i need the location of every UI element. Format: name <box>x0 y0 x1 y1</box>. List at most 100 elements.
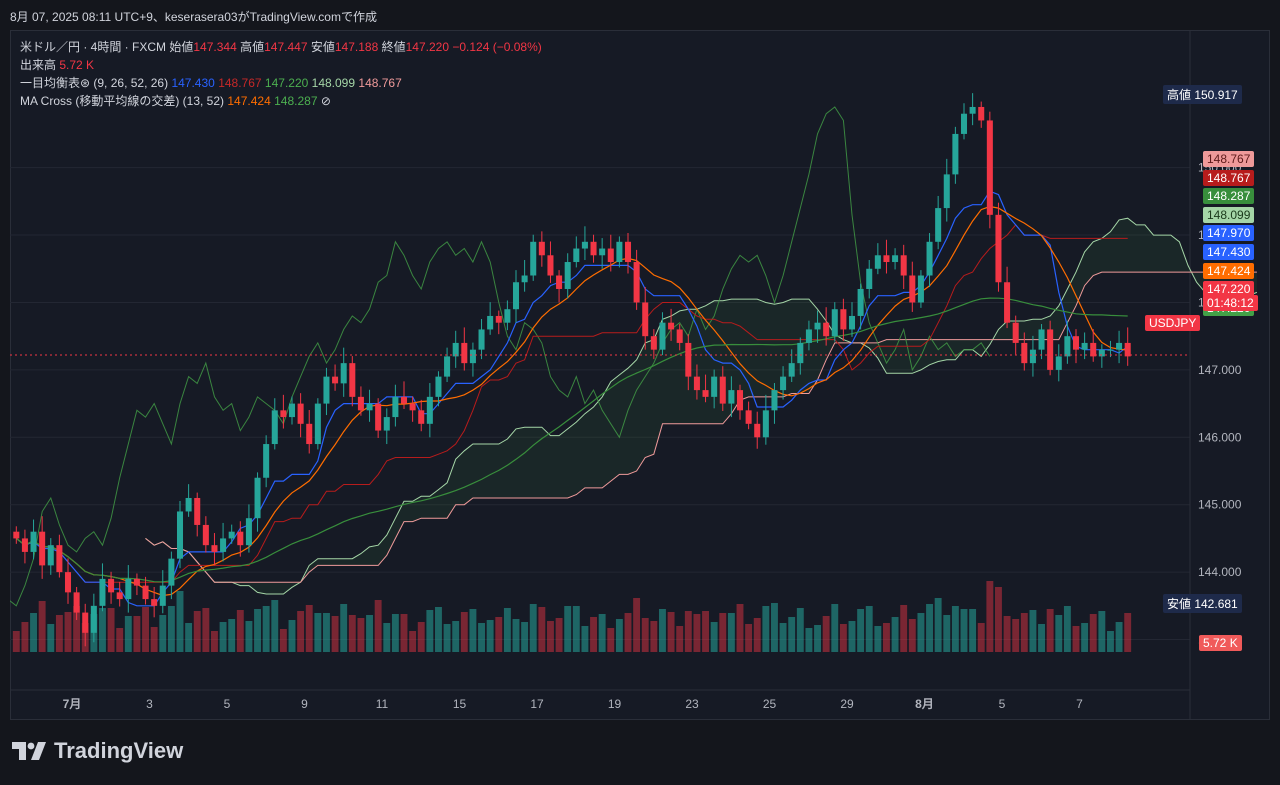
volume-bar <box>607 628 615 652</box>
candle-body <box>564 262 571 289</box>
volume-bar <box>934 598 942 652</box>
volume-bar <box>1038 624 1045 652</box>
volume-bar <box>271 600 279 652</box>
candles <box>13 93 1131 647</box>
candle-body <box>461 342 468 364</box>
volume-bar <box>1098 611 1106 652</box>
high-price-tag: 高値 150.917 <box>1163 85 1242 104</box>
volume-bar <box>1115 622 1123 652</box>
grid <box>10 30 1191 720</box>
candle-body <box>917 275 924 303</box>
candle-body <box>159 585 166 606</box>
candle-body <box>375 403 382 431</box>
volume-bar <box>262 606 270 652</box>
volume-bar <box>917 613 925 652</box>
volume-bar <box>374 600 382 652</box>
volume-bar <box>736 604 744 652</box>
hidden-toggle-icon[interactable]: ⊘ <box>320 94 331 108</box>
indicator-price-tag: 147.970 <box>1203 225 1255 242</box>
candle-body <box>39 531 46 566</box>
indicator-price-tag: 148.099 <box>1203 206 1255 223</box>
volume-bar <box>409 631 417 652</box>
span-b-value: 148.767 <box>358 76 402 90</box>
time-tick-label: 15 <box>453 697 467 711</box>
volume-bar <box>159 615 167 652</box>
volume-bar <box>788 617 796 652</box>
volume-bar <box>55 615 63 652</box>
volume-bars <box>12 581 1132 652</box>
volume-bar <box>702 611 709 652</box>
candle-body <box>685 342 692 377</box>
volume-bar <box>503 608 511 652</box>
span-b-line <box>145 271 1257 583</box>
tradingview-logo-icon <box>12 742 46 760</box>
time-tick-label: 29 <box>840 697 854 711</box>
candle-body <box>900 255 907 276</box>
volume-bar <box>383 623 391 652</box>
candle-body <box>392 396 399 418</box>
volume-bar <box>512 619 520 652</box>
price-chart[interactable]: 150.000149.000148.000147.000146.000145.0… <box>10 30 1270 720</box>
volume-bar <box>796 608 804 652</box>
candle-body <box>909 275 916 303</box>
volume-bar <box>908 619 916 652</box>
span-a-line <box>145 217 1258 595</box>
volume-bar <box>641 618 649 652</box>
candle-body <box>668 322 675 330</box>
candle-body <box>228 531 235 539</box>
candle-body <box>409 403 416 411</box>
volume-bar <box>340 604 348 652</box>
candle-body <box>616 241 623 263</box>
candle-body <box>220 538 227 552</box>
candle-body <box>435 376 442 397</box>
candle-body <box>271 410 278 445</box>
volume-bar <box>564 606 572 652</box>
volume-bar <box>900 605 908 652</box>
volume-bar <box>391 614 399 652</box>
time-tick-label: 8月 <box>915 697 934 711</box>
candle-body <box>452 342 459 357</box>
volume-bar <box>426 610 434 652</box>
time-tick-label: 25 <box>763 697 777 711</box>
indicator-price-tag: 147.220 <box>1203 281 1255 298</box>
candle-body <box>125 578 132 600</box>
price-tick-label: 145.000 <box>1198 498 1242 512</box>
candle-body <box>960 113 968 134</box>
volume-bar <box>624 613 632 652</box>
cloud-fill <box>145 218 1257 594</box>
volume-bar <box>874 626 882 652</box>
volume-bar <box>650 621 658 652</box>
volume-bar <box>323 613 330 652</box>
legend-symbol[interactable]: 米ドル／円 · 4時間 · FXCM <box>20 40 166 54</box>
volume-bar <box>116 628 124 652</box>
volume-bar <box>193 611 201 652</box>
volume-bar <box>167 606 175 652</box>
volume-bar <box>753 618 761 652</box>
candle-body <box>797 342 804 364</box>
volume-bar <box>47 624 55 652</box>
candle-body <box>418 410 425 424</box>
candle-body <box>771 390 778 411</box>
volume-bar <box>460 612 468 652</box>
time-tick-label: 23 <box>685 697 699 711</box>
candle-body <box>176 511 184 559</box>
ma-label[interactable]: MA Cross (移動平均線の交差) (13, 52) <box>20 94 225 108</box>
candle-body <box>340 363 347 384</box>
volume-bar <box>1020 613 1028 652</box>
ma-slow-value: 148.287 <box>274 94 318 108</box>
candle-body <box>237 531 244 546</box>
volume-bar <box>443 624 451 652</box>
chart-panel <box>10 30 1270 720</box>
ma-slow-line <box>15 297 1128 583</box>
volume-label[interactable]: 出来高 <box>20 58 57 72</box>
volume-bar <box>331 616 339 652</box>
ichimoku-label[interactable]: 一目均衡表⊛ (9, 26, 52, 26) <box>20 76 169 90</box>
volume-bar <box>314 613 322 652</box>
candle-body <box>728 390 735 404</box>
candle-body <box>1004 282 1011 323</box>
candle-body <box>1090 342 1097 357</box>
candle-body <box>194 497 201 525</box>
countdown-tag: 01:48:12 <box>1203 295 1258 311</box>
volume-bar <box>710 622 718 652</box>
volume-bar <box>185 623 193 652</box>
